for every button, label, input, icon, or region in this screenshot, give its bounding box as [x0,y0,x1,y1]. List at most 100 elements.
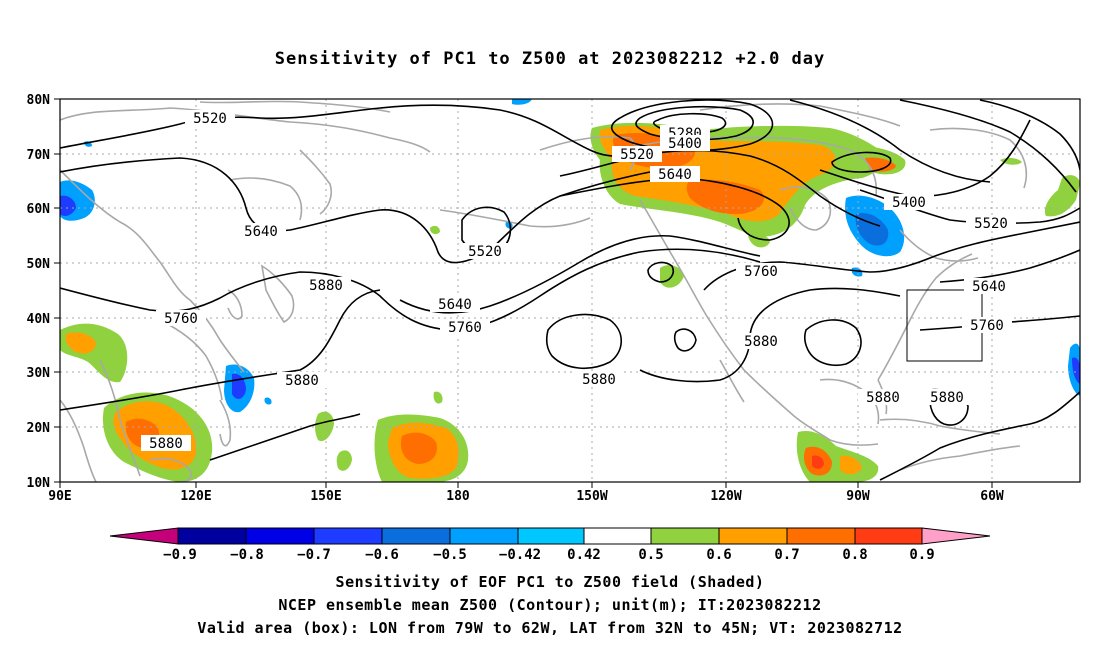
coast-east-us [877,253,973,381]
contour-5760-closed [831,151,892,173]
contour-label: 5760 [164,311,198,327]
colorbar-cell [177,527,247,545]
coast-okhotsk [229,177,303,221]
coast-sea [99,359,141,477]
coast-arctic-islands [699,103,901,127]
coastlines [60,100,1028,482]
lat-label-20n: 20N [27,421,51,436]
coast-borneo [149,457,193,482]
map-title: Sensitivity of PC1 to Z500 at 2023082212… [274,49,826,69]
contour-5880-us [803,319,862,366]
shade-positive-mex-orange2 [840,455,862,475]
contour-label: 5880 [309,278,343,294]
coast-korea [227,289,243,320]
lon-label-180: 180 [446,489,470,504]
colorbar-label: 0.6 [706,547,731,563]
contour-5880-pac2 [673,328,697,352]
contour-label: 5640 [244,224,278,240]
shade-negative-top [512,99,532,105]
coast-kamchatka [299,149,333,215]
contour-label: 5760 [744,264,778,280]
coast-japan [260,264,295,324]
contour-closed-low-2 [635,105,754,141]
colorbar-cell [313,527,383,545]
shade-negative-east-dark [1072,357,1080,384]
coast-sa [899,445,1021,471]
coast-baja [719,359,745,403]
lon-labels: 90E 120E 150E 180 150W 120W 90W 60W [48,489,1004,504]
contour-5880-low [209,413,361,461]
caption-contour: NCEP ensemble mean Z500 (Contour); unit(… [278,596,822,614]
lat-label-80n: 80N [27,93,51,108]
colorbar-label: −0.9 [163,547,197,563]
contour-5880-west [60,289,381,411]
shade-positive-wp-small1 [315,411,334,442]
lon-label-60w: 60W [980,489,1004,504]
coast-mexico [743,369,879,446]
coast-aleutian [439,209,591,228]
colorbar-cell [245,527,315,545]
colorbar-label: −0.7 [297,547,331,563]
contour-5760-na [703,221,1080,291]
contour-5880-pac [546,313,623,370]
coast-greenland [929,127,1028,189]
lat-label-40n: 40N [27,312,51,327]
contour-5640-east [939,249,1080,283]
contour-label: 5520 [974,216,1008,232]
contour-label: 5880 [866,390,900,406]
contour-label: 5880 [744,334,778,350]
lat-label-50n: 50N [27,257,51,272]
lon-label-150e: 150E [310,489,341,504]
contour-label: 5640 [658,167,692,183]
coast-india [60,399,97,482]
colorbar-cell [718,527,788,545]
contour-label: 5520 [193,111,227,127]
contour-label: 5880 [930,390,964,406]
lon-label-120w: 120W [710,489,741,504]
contour-label: 5400 [892,195,926,211]
contour-label: 5520 [620,147,654,163]
lat-label-30n: 30N [27,366,51,381]
colorbar-label: 0.42 [567,547,601,563]
contour-label: 5880 [285,373,319,389]
colorbar-cell [381,527,451,545]
plot-frame [59,98,1081,483]
colorbar-label: −0.6 [365,547,399,563]
lon-label-150w: 150W [576,489,607,504]
contour-5640-na [559,177,790,241]
contour-5520-west [60,104,661,158]
coast-siberia [60,107,431,153]
shade-positive-wp-dark [400,432,438,464]
coast-asia-east [60,169,245,373]
contour-closed-low-1 [610,99,774,152]
coast-siberia-arctic [199,100,391,113]
shade-positive-wp-small2 [336,450,352,471]
coast-pacific-na [639,199,745,371]
colorbar-label: 0.7 [774,547,799,563]
shade-negative-small3 [264,397,272,405]
shade-negative-siberia-dark [60,195,76,216]
contour-label: 5400 [668,136,702,152]
caption-valid-area: Valid area (box): LON from 79W to 62W, L… [197,619,903,637]
frame-ticks [54,98,993,488]
z500-contours [60,99,1080,481]
colorbar-cell [854,527,923,545]
contour-ridge-2 [899,99,1077,193]
colorbar-cell [650,527,720,545]
lat-labels: 10N 20N 30N 40N 50N 60N 70N 80N [27,93,51,491]
shade-positive-india-orange [65,332,96,354]
colorbar-over-triangle [921,527,991,545]
caption-shading: Sensitivity of EOF PC1 to Z500 field (Sh… [335,573,765,591]
contour-label: 5520 [468,244,502,260]
lon-label-90w: 90W [846,489,870,504]
colorbar-under-triangle [109,527,179,545]
colorbar-cell [583,527,652,545]
colorbar-label: 0.8 [842,547,867,563]
shade-positive-mex-red [812,455,824,469]
shade-positive-india [60,323,128,383]
colorbar-label: 0.5 [638,547,663,563]
lat-label-70n: 70N [27,148,51,163]
colorbar-label: −0.42 [499,547,541,563]
contour-label: 5640 [438,297,472,313]
